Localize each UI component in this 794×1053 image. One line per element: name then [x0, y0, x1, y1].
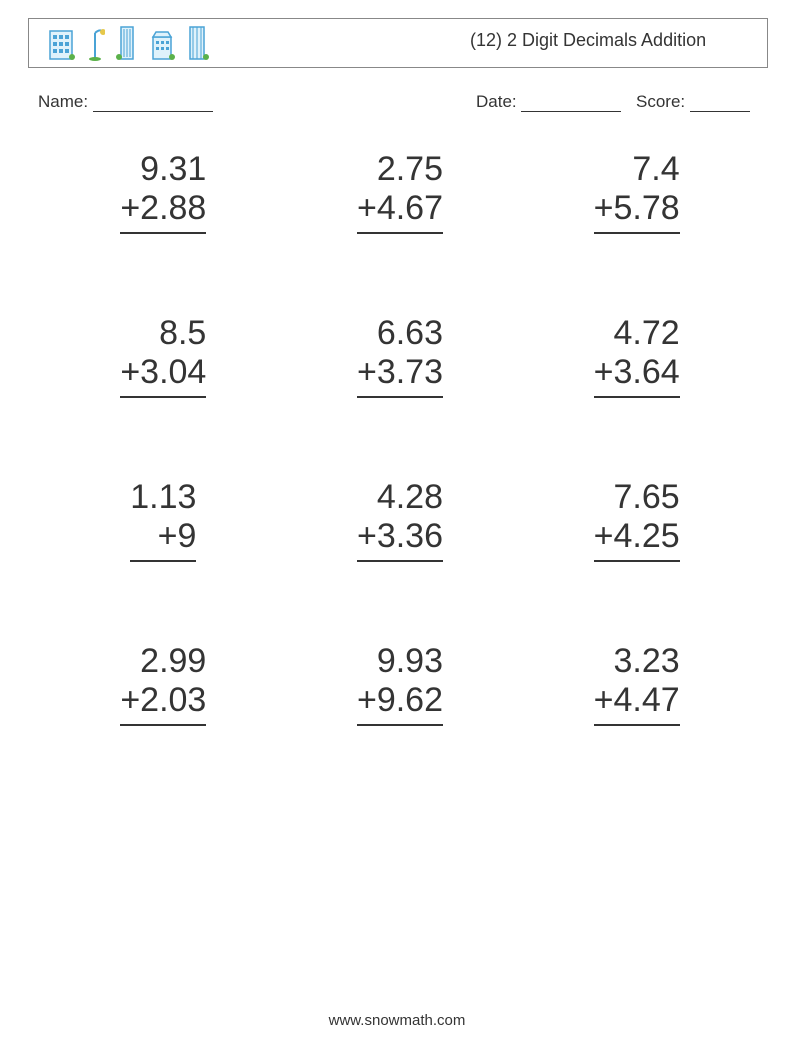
name-label: Name:: [38, 92, 88, 111]
problem-3: 7.4+5.78: [533, 150, 740, 234]
operand-top: 3.23: [594, 642, 680, 681]
operand-bottom: +4.47: [594, 681, 680, 726]
operand-top: 2.75: [357, 150, 443, 189]
problem-4: 8.5+3.04: [60, 314, 267, 398]
operand-bottom: +2.03: [120, 681, 206, 726]
operand-top: 1.13: [130, 478, 196, 517]
problem-12: 3.23+4.47: [533, 642, 740, 726]
operand-bottom: +2.88: [120, 189, 206, 234]
name-field: Name:: [38, 92, 213, 112]
problem-11: 9.93+9.62: [297, 642, 504, 726]
footer-text: www.snowmath.com: [0, 1012, 794, 1029]
operand-top: 7.65: [594, 478, 680, 517]
operand-top: 9.93: [357, 642, 443, 681]
operand-bottom: +5.78: [594, 189, 680, 234]
building-icon: [47, 27, 75, 61]
operand-bottom: +3.73: [357, 353, 443, 398]
problem-1: 9.31+2.88: [60, 150, 267, 234]
operand-top: 4.28: [357, 478, 443, 517]
date-label: Date:: [476, 92, 517, 111]
operand-bottom: +3.36: [357, 517, 443, 562]
worksheet-title: (12) 2 Digit Decimals Addition: [470, 30, 706, 51]
problem-8: 4.28+3.36: [297, 478, 504, 562]
operand-bottom: +4.67: [357, 189, 443, 234]
problem-9: 7.65+4.25: [533, 478, 740, 562]
tower-icon: [115, 25, 139, 61]
problems-grid: 9.31+2.88 2.75+4.67 7.4+5.78 8.5+3.04 6.…: [60, 150, 740, 726]
operand-bottom: +4.25: [594, 517, 680, 562]
operand-top: 6.63: [357, 314, 443, 353]
score-line[interactable]: [690, 97, 750, 112]
score-field: Score:: [636, 92, 750, 112]
small-building-icon: [149, 29, 175, 61]
name-line[interactable]: [93, 97, 213, 112]
striped-tower-icon: [185, 25, 209, 61]
problem-7: 1.13 +9: [60, 478, 267, 562]
operand-bottom: +9.62: [357, 681, 443, 726]
problem-5: 6.63+3.73: [297, 314, 504, 398]
header-icons: [29, 25, 209, 61]
operand-bottom: +3.64: [594, 353, 680, 398]
operand-top: 8.5: [120, 314, 206, 353]
operand-top: 9.31: [120, 150, 206, 189]
streetlamp-icon: [85, 27, 105, 61]
operand-top: 7.4: [594, 150, 680, 189]
date-field: Date:: [476, 92, 621, 112]
operand-top: 4.72: [594, 314, 680, 353]
operand-bottom: +9: [130, 517, 196, 562]
date-line[interactable]: [521, 97, 621, 112]
problem-10: 2.99+2.03: [60, 642, 267, 726]
operand-top: 2.99: [120, 642, 206, 681]
score-label: Score:: [636, 92, 685, 111]
problem-6: 4.72+3.64: [533, 314, 740, 398]
problem-2: 2.75+4.67: [297, 150, 504, 234]
operand-bottom: +3.04: [120, 353, 206, 398]
